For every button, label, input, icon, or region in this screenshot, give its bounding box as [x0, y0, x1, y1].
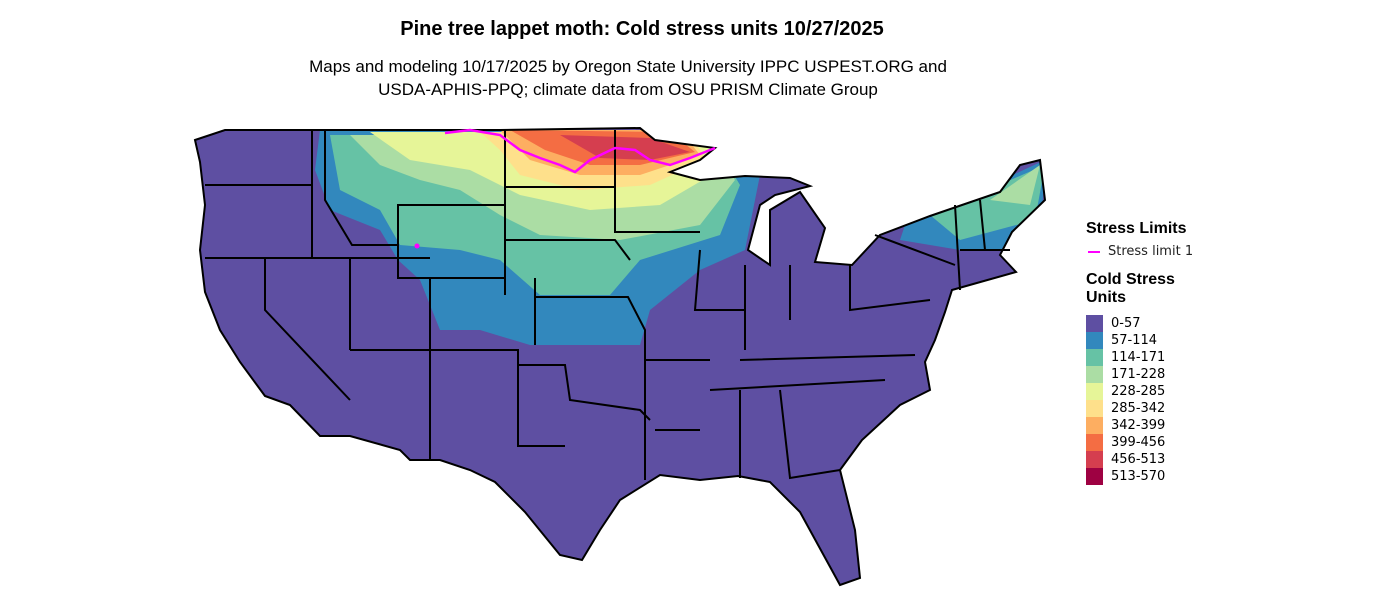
subtitle-line-2: USDA-APHIS-PPQ; climate data from OSU PR… — [378, 80, 878, 99]
stress-raster — [315, 130, 1045, 345]
legend-swatch — [1086, 417, 1103, 434]
legend-key: 456-513 — [1086, 451, 1193, 468]
legend-label: 456-513 — [1111, 452, 1166, 467]
legend-key: 342-399 — [1086, 417, 1193, 434]
units-title-line-1: Cold Stress — [1086, 271, 1175, 288]
legend-label: 342-399 — [1111, 418, 1166, 433]
legend-swatch — [1086, 400, 1103, 417]
subtitle-line-1: Maps and modeling 10/17/2025 by Oregon S… — [309, 57, 947, 76]
legend-label: 399-456 — [1111, 435, 1166, 450]
legend-key: 57-114 — [1086, 332, 1193, 349]
legend-swatch — [1086, 451, 1103, 468]
legend-swatch — [1086, 468, 1103, 485]
cold-stress-units-title: Cold Stress Units — [1086, 271, 1193, 307]
legend-label: 228-285 — [1111, 384, 1166, 399]
legend-label: 285-342 — [1111, 401, 1166, 416]
legend-swatch — [1086, 366, 1103, 383]
us-land — [195, 128, 1045, 585]
legend-swatch — [1086, 315, 1103, 332]
stress-limit-1-spot — [414, 243, 420, 249]
legend-keys: 0-57 57-114 114-171 171-228 228-285 285-342 34… — [1086, 315, 1193, 485]
legend-label: 513-570 — [1111, 469, 1166, 484]
legend-swatch — [1086, 332, 1103, 349]
us-outline — [193, 126, 1047, 587]
stress-limit-1-line — [444, 128, 716, 174]
legend-label: 114-171 — [1111, 350, 1166, 365]
map-title: Pine tree lappet moth: Cold stress units… — [400, 18, 884, 40]
state-lines — [205, 130, 1010, 480]
legend-swatch — [1086, 383, 1103, 400]
stress-limits-title: Stress Limits — [1086, 220, 1187, 237]
stress-limit-key: Stress limit 1 — [1086, 244, 1193, 259]
legend-swatch — [1086, 349, 1103, 366]
legend-label: 0-57 — [1111, 316, 1141, 331]
legend-key: 285-342 — [1086, 400, 1193, 417]
legend-key: 513-570 — [1086, 468, 1193, 485]
legend-key: 171-228 — [1086, 366, 1193, 383]
legend: Stress Limits Stress limit 1 Cold Stress… — [1086, 220, 1193, 485]
units-title-line-2: Units — [1086, 289, 1126, 306]
state-boundaries — [193, 126, 1047, 587]
stress-limit-swatch — [1088, 250, 1100, 253]
legend-swatch — [1086, 434, 1103, 451]
legend-key: 399-456 — [1086, 434, 1193, 451]
legend-key: 0-57 — [1086, 315, 1193, 332]
legend-key: 228-285 — [1086, 383, 1193, 400]
legend-key: 114-171 — [1086, 349, 1193, 366]
map-subtitle: Maps and modeling 10/17/2025 by Oregon S… — [0, 55, 1256, 101]
stress-limit-label: Stress limit 1 — [1108, 244, 1194, 259]
legend-label: 57-114 — [1111, 333, 1158, 348]
legend-label: 171-228 — [1111, 367, 1166, 382]
